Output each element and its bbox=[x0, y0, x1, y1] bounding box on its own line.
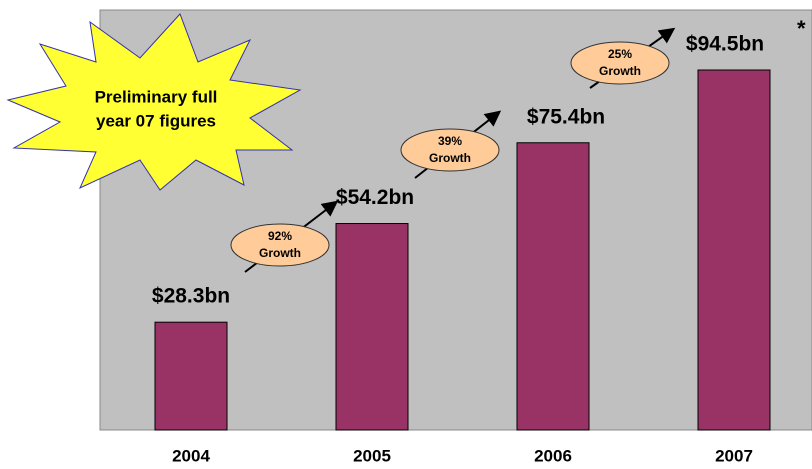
footnote-mark: * bbox=[797, 16, 806, 41]
value-label: $75.4bn bbox=[527, 105, 605, 128]
x-tick-label: 2006 bbox=[534, 446, 572, 465]
bars bbox=[154, 69, 771, 431]
growth-badge bbox=[570, 41, 670, 85]
starburst bbox=[6, 13, 302, 191]
callout-text: year 07 figures bbox=[96, 111, 216, 130]
growth-label: 92% bbox=[268, 229, 292, 243]
growth-badge bbox=[230, 223, 330, 267]
value-label: $28.3bn bbox=[152, 285, 230, 308]
bar bbox=[697, 69, 771, 431]
bar bbox=[335, 223, 409, 431]
growth-badge bbox=[400, 128, 500, 172]
value-label: $94.5bn bbox=[686, 33, 764, 56]
growth-label: Growth bbox=[599, 64, 641, 78]
growth-label: 25% bbox=[608, 47, 632, 61]
value-label: $54.2bn bbox=[336, 186, 414, 209]
callout-text: Preliminary full bbox=[95, 87, 218, 106]
x-tick-label: 2004 bbox=[172, 446, 210, 465]
x-tick-label: 2007 bbox=[715, 446, 753, 465]
growth-label: Growth bbox=[429, 151, 471, 165]
callout: Preliminary full year 07 figures bbox=[6, 13, 302, 191]
growth-label: Growth bbox=[259, 246, 301, 260]
growth-badges: 92% Growth 39% Growth 25% Growth bbox=[230, 41, 670, 267]
bar bbox=[154, 321, 228, 431]
x-tick-label: 2005 bbox=[353, 446, 391, 465]
bar bbox=[516, 142, 590, 431]
growth-label: 39% bbox=[438, 134, 462, 148]
